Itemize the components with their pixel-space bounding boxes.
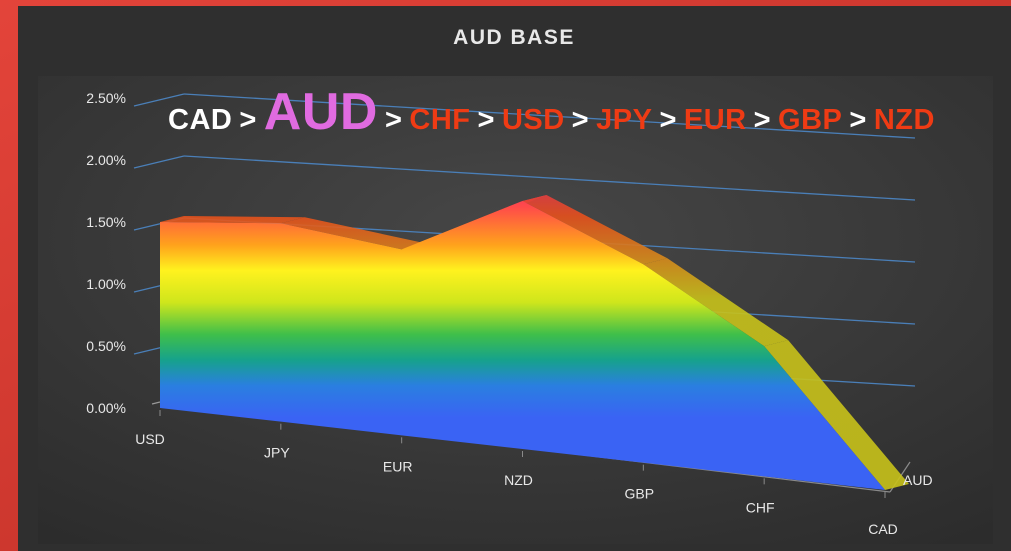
ranking-currency-eur: EUR	[683, 104, 747, 136]
x-tick-label: EUR	[383, 458, 413, 474]
x-tick-label: JPY	[264, 445, 290, 461]
y-tick-label: 2.00%	[86, 152, 126, 168]
x-tick-label: CHF	[746, 499, 775, 515]
y-tick-label: 0.00%	[86, 400, 126, 416]
ranking-currency-gbp: GBP	[778, 104, 843, 136]
x-tick-label: CAD	[868, 521, 898, 537]
gridline	[183, 155, 916, 201]
currency-ranking: CAD > AUD > CHF > USD > JPY > EUR > GBP > NZD	[168, 82, 935, 142]
ranking-currency-chf: CHF	[409, 104, 471, 136]
y-tick-label: 1.50%	[86, 214, 126, 230]
ranking-separator: >	[239, 104, 257, 136]
y-axis-tick	[151, 401, 161, 405]
ranking-currency-aud: AUD	[263, 83, 378, 141]
ranking-separator: >	[571, 104, 590, 136]
area-top-face	[522, 195, 668, 265]
gridline-stub	[133, 155, 185, 169]
ranking-currency-cad: CAD	[168, 104, 233, 136]
ranking-currency-jpy: JPY	[596, 104, 653, 136]
x-tick-label: NZD	[504, 472, 533, 488]
x-tick-label: USD	[135, 431, 165, 447]
area-top-face	[280, 217, 426, 250]
ranking-separator: >	[659, 104, 677, 136]
ranking-separator: >	[384, 104, 403, 136]
depth-axis-label: AUD	[903, 472, 933, 488]
area-series-aud	[160, 201, 885, 490]
chart-title: AUD BASE	[453, 26, 575, 49]
y-tick-label: 2.50%	[86, 90, 126, 106]
ranking-currency-usd: USD	[501, 104, 565, 136]
ranking-currency-nzd: NZD	[873, 104, 935, 136]
ranking-separator: >	[753, 104, 772, 136]
area-top-face	[160, 216, 305, 224]
x-tick-label: GBP	[625, 486, 655, 502]
y-tick-label: 1.00%	[86, 276, 126, 292]
area-top-face	[764, 340, 909, 490]
gridline	[183, 93, 916, 139]
area-top-face	[643, 258, 789, 347]
y-tick-label: 0.50%	[86, 338, 126, 354]
ranking-separator: >	[477, 104, 495, 136]
gridline-stub	[133, 93, 185, 107]
ranking-separator: >	[849, 104, 867, 136]
